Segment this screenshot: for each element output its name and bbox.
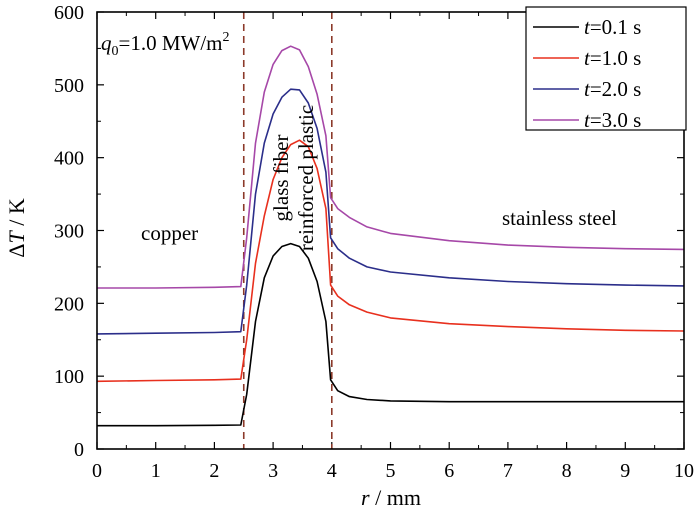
y-tick-label: 600 [54,2,84,24]
x-tick-label: 9 [620,460,630,482]
x-tick-label: 3 [268,460,278,482]
x-tick-label: 2 [209,460,219,482]
region-label-glass-fiber: glass fiber [269,135,293,222]
x-tick-label: 10 [674,460,694,482]
region-boundaries [242,12,333,449]
x-tick-label: 8 [562,460,572,482]
legend-label-1: t=1.0 s [584,46,641,70]
legend-label-3: t=3.0 s [584,108,641,132]
y-tick-label: 400 [54,148,84,170]
region-label-copper: copper [141,221,198,245]
y-tick-label: 0 [74,439,84,461]
y-tick-label: 300 [54,221,84,243]
region-label-reinforced-plastic: reinforced plastic [294,105,318,251]
region-label-stainless-steel: stainless steel [502,206,617,230]
series-line-1 [96,139,685,383]
plot-frame [96,11,685,450]
x-tick-label: 7 [503,460,513,482]
y-axis-label: ΔT / K [4,198,29,258]
legend: t=0.1 s t=1.0 s t=2.0 s t=3.0 s [525,6,687,132]
x-tick-label: 5 [386,460,396,482]
x-tick-label: 0 [92,460,102,482]
legend-label-0: t=0.1 s [584,15,641,39]
y-tick-label: 200 [54,293,84,315]
legend-label-2: t=2.0 s [584,77,641,101]
series-line-2 [96,88,685,335]
y-tick-label: 100 [54,366,84,388]
series-lines [96,45,685,427]
x-axis-label: r / mm [361,485,421,510]
x-tick-label: 1 [151,460,161,482]
x-tick-label: 6 [444,460,454,482]
series-line-0 [97,242,684,427]
y-tick-label: 500 [54,75,84,97]
x-tick-label: 4 [327,460,337,482]
heat-flux-annotation: q0=1.0 MW/m2 [101,30,230,59]
series-line-3 [97,45,685,289]
